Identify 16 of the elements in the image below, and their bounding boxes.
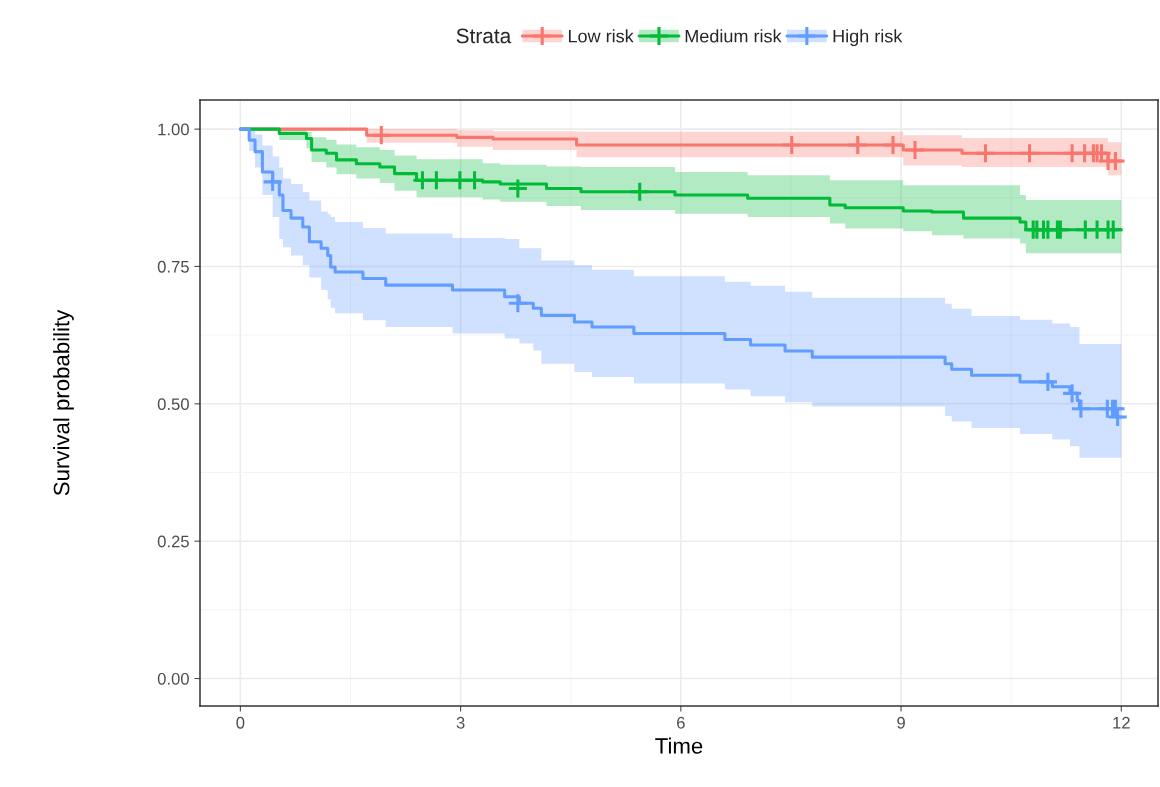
x-tick-label: 0 [236, 716, 245, 729]
y-tick-label: 0.75 [157, 260, 189, 273]
x-axis-title: Time [655, 737, 703, 754]
legend-label: Medium risk [685, 29, 782, 43]
y-tick-label: 0.50 [157, 398, 189, 411]
x-tick-label: 12 [1113, 716, 1130, 729]
legend-label: Low risk [568, 29, 634, 43]
y-tick-label: 0.00 [157, 672, 189, 685]
y-axis-title: Survival probability [53, 309, 74, 496]
legend-label: High risk [833, 29, 903, 47]
legend-title: Strata [456, 28, 512, 44]
y-tick-label: 1.00 [158, 123, 189, 136]
y-tick-label: 0.25 [157, 535, 189, 548]
x-tick-label: 6 [677, 716, 685, 729]
x-tick-label: 3 [456, 716, 465, 729]
x-tick-label: 9 [897, 716, 905, 729]
